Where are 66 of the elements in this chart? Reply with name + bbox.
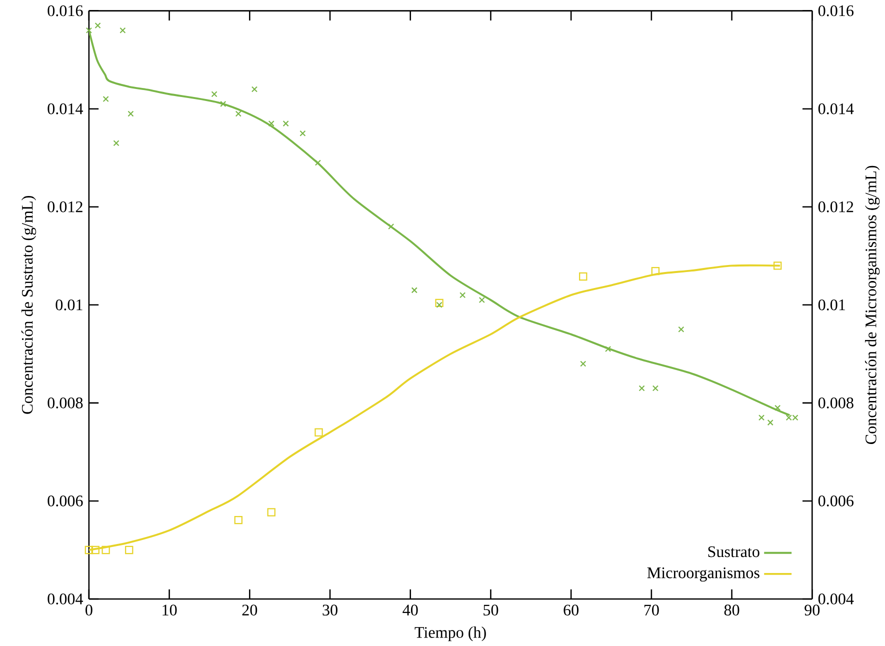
y2-tick-label: 0.008 — [818, 397, 854, 408]
y2-tick-label: 0.016 — [818, 5, 854, 16]
y-tick-label: 0.008 — [48, 397, 83, 408]
point — [300, 130, 306, 136]
y2-tick-label: 0.01 — [818, 299, 845, 310]
point — [113, 140, 120, 146]
y-tick-label: 0.004 — [48, 593, 84, 604]
point — [102, 546, 110, 554]
point — [94, 22, 101, 28]
point — [460, 292, 466, 298]
y2-axis-title: Concentración de Microorganismos (g/mL) — [864, 166, 880, 444]
x-tick-label: 0 — [86, 604, 92, 616]
y-tick-label: 0.006 — [48, 495, 83, 506]
x-tick-label: 70 — [644, 604, 659, 616]
y-tick-label: 0.014 — [48, 103, 84, 114]
point — [84, 546, 94, 554]
point — [120, 27, 126, 34]
point — [436, 302, 442, 308]
point — [282, 120, 289, 126]
point — [91, 546, 100, 554]
y-tick-label: 0.012 — [48, 201, 82, 212]
point — [604, 346, 612, 352]
x-tick-label: 80 — [724, 604, 740, 616]
x-tick-label: 50 — [484, 604, 498, 616]
point — [125, 546, 134, 554]
x-tick-label: 10 — [162, 604, 177, 616]
point — [234, 516, 242, 524]
point — [267, 508, 276, 516]
y2-tick-label: 0.004 — [818, 593, 854, 604]
point — [773, 261, 782, 270]
point — [651, 266, 660, 275]
y-axis-title: Concentración de Sustrato (g/mL) — [21, 196, 36, 414]
point — [580, 360, 586, 367]
point — [128, 110, 134, 117]
point — [235, 110, 242, 117]
point — [388, 223, 394, 230]
point — [678, 326, 684, 332]
point — [774, 404, 781, 411]
point — [478, 296, 485, 303]
x-tick-label: 60 — [564, 604, 579, 616]
y2-tick-label: 0.012 — [818, 201, 854, 212]
y-tick-label: 0.01 — [56, 299, 82, 310]
point — [638, 384, 645, 392]
point — [220, 100, 226, 107]
point — [86, 27, 92, 34]
legend-label: Microorganismos — [647, 567, 760, 582]
point — [251, 86, 258, 92]
x-tick-label: 40 — [402, 604, 418, 616]
x-tick-label: 20 — [242, 604, 258, 616]
y2-tick-label: 0.006 — [818, 495, 854, 506]
legend-label: Sustrato — [708, 546, 760, 557]
point — [102, 96, 109, 102]
x-tick-label: 30 — [322, 604, 338, 616]
point — [579, 272, 588, 280]
y-tick-label: 0.016 — [48, 5, 83, 16]
y2-tick-label: 0.014 — [818, 103, 854, 114]
point — [211, 90, 218, 97]
point — [314, 428, 323, 436]
x-axis-title: Tiempo (h) — [414, 626, 486, 641]
point — [652, 384, 659, 392]
x-tick-label: 90 — [804, 604, 820, 616]
point — [411, 286, 418, 294]
point — [758, 414, 765, 420]
point — [767, 419, 774, 426]
point — [268, 120, 274, 126]
point — [435, 298, 444, 307]
